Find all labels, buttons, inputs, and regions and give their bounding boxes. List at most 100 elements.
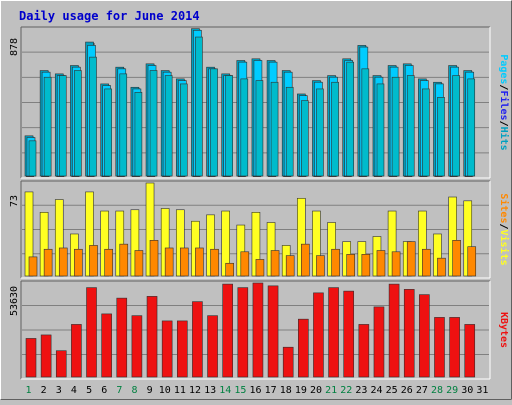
sites-bar	[452, 240, 461, 277]
x-tick-label: 29	[446, 385, 458, 396]
sites-bar	[376, 250, 386, 277]
axis-label-part: Sites	[498, 193, 510, 223]
pages-bar	[43, 76, 52, 177]
pages-bar	[149, 70, 158, 177]
x-tick-label: 17	[265, 385, 277, 396]
pages-bar	[301, 100, 309, 177]
kbytes-bar	[176, 320, 188, 378]
kbytes-bar	[358, 324, 370, 378]
sites-bar	[270, 250, 280, 277]
pages-bar	[452, 75, 460, 177]
sites-bar	[28, 256, 38, 277]
kbytes-bar	[298, 318, 309, 378]
kbytes-bar	[252, 282, 264, 378]
kbytes-bar	[207, 315, 218, 378]
sites-bar	[104, 248, 113, 277]
x-tick-label: 23	[355, 385, 367, 396]
kbytes-bar	[55, 350, 67, 378]
axis-label-part: /	[498, 223, 509, 229]
axis-label-part: Files	[498, 90, 510, 120]
pages-bar	[406, 75, 415, 177]
hits_files_pages-max-label: 878	[9, 38, 20, 56]
x-tick-label: 11	[174, 385, 186, 396]
x-tick-label: 5	[86, 385, 92, 396]
pages-bar	[270, 81, 279, 177]
x-tick-label: 25	[386, 385, 398, 396]
sites-bar	[164, 247, 174, 277]
pages-bar	[58, 75, 67, 177]
pages-bar	[28, 140, 37, 177]
pages-bar	[331, 81, 339, 177]
sites-bar	[134, 250, 144, 277]
pages-bar	[104, 88, 112, 177]
pages-bar	[285, 86, 294, 177]
sites-bar	[240, 251, 250, 277]
sites-bar	[331, 248, 340, 277]
sites-bar	[210, 248, 219, 277]
x-tick-label: 30	[461, 385, 473, 396]
kbytes-bar	[449, 317, 460, 378]
x-tick-label: 10	[159, 385, 171, 396]
x-tick-label: 26	[401, 385, 413, 396]
axis-label-part: Hits	[498, 127, 510, 151]
sites-bar	[58, 247, 68, 277]
pages-bar	[376, 83, 385, 177]
pages-bar	[316, 88, 324, 177]
pages-bar	[179, 83, 188, 177]
sites-bar	[179, 247, 189, 277]
visits_sites-max-label: 73	[9, 195, 20, 207]
kbytes-bar	[343, 290, 355, 378]
kbytes-bar	[434, 317, 445, 378]
x-tick-label: 8	[131, 385, 137, 396]
pages-bar	[195, 36, 203, 177]
x-tick-label: 12	[189, 385, 201, 396]
x-tick-label: 7	[116, 385, 122, 396]
sites-bar	[149, 240, 159, 277]
x-tick-label: 4	[71, 385, 77, 396]
pages-bar	[437, 97, 445, 177]
sites-bar	[316, 255, 325, 277]
x-tick-label: 9	[147, 385, 153, 396]
kbytes-bar	[313, 292, 324, 378]
pages-bar	[240, 78, 249, 177]
kbytes-bar	[146, 296, 158, 378]
sites-bar	[43, 248, 53, 277]
axis-label-part: Visits	[498, 230, 510, 266]
pages-bar	[346, 61, 355, 177]
pages-bar	[422, 88, 430, 177]
kbytes-bar	[222, 283, 233, 378]
kbytes-bar	[161, 320, 173, 378]
pages-bar	[361, 68, 370, 177]
x-tick-label: 28	[431, 385, 443, 396]
kbytes-bar	[328, 287, 339, 378]
x-tick-label: 13	[204, 385, 216, 396]
x-tick-label: 31	[476, 385, 488, 396]
x-tick-label: 24	[371, 385, 383, 396]
sites-bar	[119, 243, 129, 277]
kbytes-bar	[464, 324, 476, 378]
axis-label-part: KBytes	[498, 312, 509, 348]
pages-bar	[210, 68, 218, 177]
sites-bar	[195, 247, 204, 277]
axis-label-part: Pages	[498, 54, 509, 84]
pages-bar	[134, 91, 143, 177]
pages-bar	[255, 80, 264, 177]
sites-bar	[437, 257, 446, 277]
x-tick-label: 2	[41, 385, 47, 396]
x-tick-label: 18	[280, 385, 292, 396]
pages-bar	[467, 78, 476, 177]
pages-bar	[89, 56, 97, 177]
sites-bar	[361, 254, 371, 277]
kbytes-bar	[40, 334, 52, 378]
x-tick-label: 3	[56, 385, 62, 396]
kbytes-bar	[131, 315, 143, 378]
hits_files_pages-axis-label: Pages/Files/Hits	[498, 54, 510, 150]
sites-bar	[74, 248, 83, 277]
kbytes-bar	[86, 287, 97, 378]
sites-bar	[225, 262, 234, 277]
kbytes-bar	[282, 346, 294, 378]
kbytes-bar	[101, 313, 112, 378]
sites-bar	[406, 241, 416, 277]
pages-bar	[225, 75, 233, 177]
